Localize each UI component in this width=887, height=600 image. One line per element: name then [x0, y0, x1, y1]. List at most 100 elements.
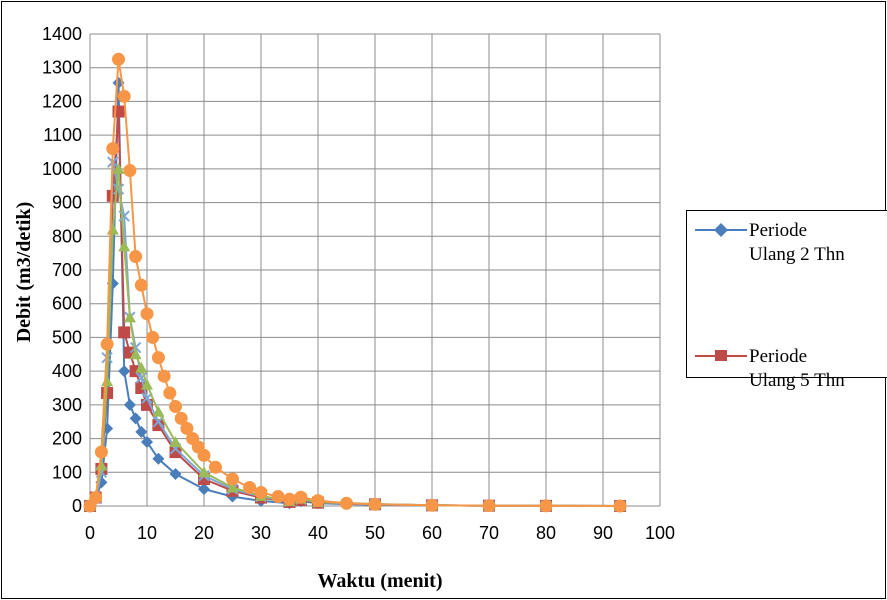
data-point-s5-34: [613, 499, 627, 513]
data-point-s5-11: [146, 330, 160, 344]
y-tick-300: 300: [52, 395, 82, 415]
data-point-s5-1: [89, 491, 103, 505]
data-point-s5-8: [129, 250, 143, 264]
x-axis-title: Waktu (menit): [318, 570, 443, 592]
y-tick-600: 600: [52, 294, 82, 314]
data-point-s5-27: [294, 490, 308, 504]
data-point-s4-8: [129, 348, 142, 360]
data-point-s5-16: [174, 411, 188, 425]
data-point-s4-4: [106, 223, 119, 235]
x-tick-90: 90: [593, 523, 613, 543]
x-tick-70: 70: [479, 523, 499, 543]
data-point-s5-32: [482, 499, 496, 513]
y-tick-1300: 1300: [42, 58, 82, 78]
data-point-s5-2: [94, 445, 108, 459]
y-tick-400: 400: [52, 361, 82, 381]
data-point-s5-25: [271, 490, 285, 504]
data-point-s2-7: [123, 346, 136, 359]
x-tick-60: 60: [422, 523, 442, 543]
data-point-s5-5: [112, 52, 125, 66]
x-tick-40: 40: [308, 523, 328, 543]
data-point-s4-2: [95, 459, 108, 471]
data-point-s5-15: [169, 400, 182, 414]
x-tick-20: 20: [194, 523, 214, 543]
data-point-s4-6: [118, 240, 131, 252]
data-point-s5-10: [140, 307, 154, 321]
series-layer: [83, 52, 627, 513]
data-point-s4-12: [169, 435, 182, 447]
data-point-s4-13: [198, 466, 210, 478]
data-point-s1-12: [169, 467, 182, 480]
data-point-s1-8: [129, 412, 142, 425]
data-point-s1-11: [152, 452, 165, 465]
series-3: [84, 156, 626, 512]
series-1: [84, 76, 627, 512]
x-tick-100: 100: [645, 523, 675, 543]
data-point-s5-31: [425, 498, 439, 512]
tick-labels: 0100200300400500600700800900100011001200…: [42, 24, 675, 543]
data-point-s1-6: [118, 365, 131, 378]
data-point-s4-9: [135, 361, 148, 373]
y-tick-200: 200: [52, 429, 82, 449]
data-point-s4-10: [141, 378, 153, 390]
y-tick-1400: 1400: [42, 24, 82, 44]
data-point-s5-24: [254, 486, 268, 500]
legend-markers: [695, 223, 747, 361]
y-tick-1000: 1000: [42, 159, 82, 179]
data-point-s3-5: [112, 183, 125, 195]
x-tick-30: 30: [251, 523, 271, 543]
data-point-s1-13: [198, 483, 210, 496]
data-point-s5-17: [180, 421, 194, 435]
data-point-s4-14: [226, 481, 239, 493]
data-point-s1-9: [135, 425, 148, 438]
x-tick-0: 0: [85, 523, 95, 543]
y-tick-1100: 1100: [43, 125, 82, 145]
series-2: [84, 105, 627, 512]
data-point-s4-11: [152, 405, 165, 417]
data-point-s5-9: [134, 278, 148, 292]
data-point-s5-20: [197, 448, 211, 462]
x-tick-10: 10: [137, 523, 157, 543]
x-tick-50: 50: [365, 523, 385, 543]
data-point-s3-8: [129, 341, 142, 354]
data-point-s5-7: [123, 164, 137, 178]
data-point-s5-21: [208, 460, 222, 474]
y-tick-1200: 1200: [42, 91, 82, 111]
data-point-s2-12: [169, 446, 182, 459]
y-tick-500: 500: [52, 327, 82, 347]
y-tick-800: 800: [52, 226, 82, 246]
legend-marker-diamond: [714, 223, 728, 237]
data-point-s4-5: [112, 162, 125, 174]
data-point-s5-29: [340, 496, 353, 510]
data-point-s5-23: [243, 480, 257, 494]
data-point-s1-7: [123, 398, 136, 411]
data-point-s5-13: [157, 369, 171, 383]
legend-label-series-1: Periode Ulang 2 Thn: [749, 220, 845, 265]
data-point-s5-30: [368, 497, 382, 511]
y-tick-900: 900: [52, 193, 82, 213]
gridlines: [89, 33, 661, 507]
data-point-s5-4: [106, 142, 120, 156]
legend-marker-square: [715, 350, 727, 361]
legend: Periode Ulang 2 Thn Periode Ulang 5 Thn: [686, 210, 887, 391]
data-point-s5-3: [100, 337, 114, 351]
y-tick-100: 100: [52, 462, 82, 482]
legend-label-series-2: Periode Ulang 5 Thn: [749, 346, 845, 391]
y-axis-title: Debit (m3/detik): [13, 202, 35, 343]
y-tick-0: 0: [72, 496, 82, 516]
x-tick-80: 80: [536, 523, 556, 543]
data-point-s5-33: [539, 499, 553, 513]
data-point-s4-3: [101, 375, 114, 387]
data-point-s5-26: [283, 492, 296, 506]
data-point-s5-22: [226, 472, 239, 486]
data-point-s2-6: [118, 326, 131, 339]
series-5: [83, 52, 627, 513]
data-point-s5-6: [117, 89, 131, 103]
data-point-s5-12: [151, 351, 165, 365]
data-point-s5-28: [311, 494, 325, 508]
data-point-s5-14: [163, 386, 177, 400]
data-point-s4-7: [123, 311, 136, 323]
data-point-s1-10: [141, 435, 153, 448]
y-tick-700: 700: [52, 260, 82, 280]
